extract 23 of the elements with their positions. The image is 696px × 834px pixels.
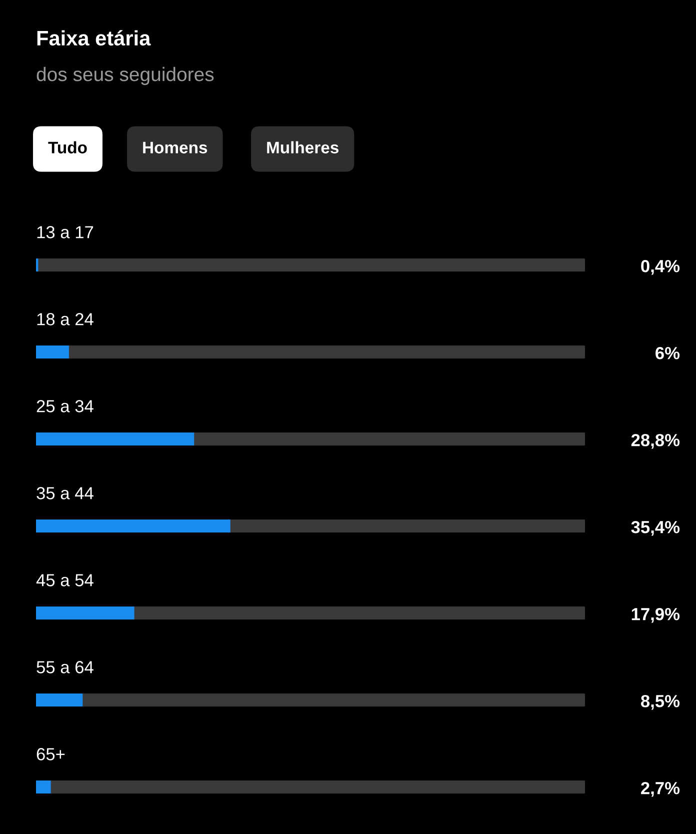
data-label: 17,9% xyxy=(632,608,680,623)
text: Mulheres xyxy=(267,141,338,154)
bar xyxy=(36,780,51,794)
y-tick-label: 25 a 34 xyxy=(36,400,94,412)
data-label: 2,7% xyxy=(641,782,680,797)
bar xyxy=(36,694,83,706)
y-tick-label: 13 a 17 xyxy=(37,226,94,238)
y-tick-label: 65+ xyxy=(36,748,65,760)
chart-subtitle: dos seus seguidores xyxy=(36,66,214,86)
y-tick-label: 35 a 44 xyxy=(36,487,94,500)
bar xyxy=(36,606,134,620)
y-tick-label: 55 a 64 xyxy=(36,661,94,674)
y-tick-label: 18 a 24 xyxy=(37,313,94,326)
text: Tudo xyxy=(48,141,87,154)
data-label: 35,4% xyxy=(631,520,680,536)
y-tick-label: 45 a 54 xyxy=(36,574,94,586)
text: Homens xyxy=(143,142,208,154)
chart-title: Faixa etária xyxy=(37,30,151,46)
bar xyxy=(36,346,69,358)
data-label: 0,4% xyxy=(641,260,680,275)
data-label: 8,5% xyxy=(640,694,680,710)
data-label: 28,8% xyxy=(631,434,680,449)
data-label: 6% xyxy=(656,346,680,360)
